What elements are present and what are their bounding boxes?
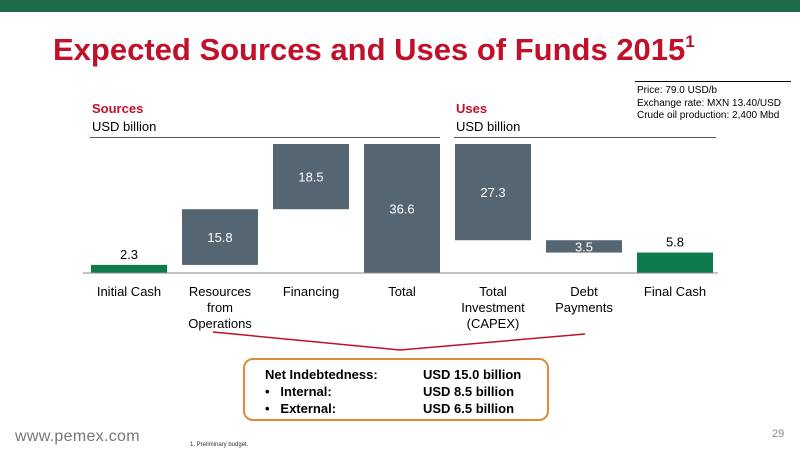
slide-title: Expected Sources and Uses of Funds 20151 [53, 31, 695, 67]
uses-unit: USD billion [456, 119, 521, 134]
top-accent-bar [0, 0, 800, 12]
sources-heading: Sources [92, 101, 144, 116]
category-label-debt-payments: Debt Payments [555, 284, 613, 315]
uses-rule [454, 137, 716, 138]
bar-value-resources-from-operations: 15.8 [207, 230, 232, 245]
assumption-price: Price: 79.0 USD/b [637, 85, 718, 96]
internal-value: USD 8.5 billion [423, 384, 515, 399]
footnote: 1. Preliminary budget. [190, 442, 249, 448]
internal-label: Internal: [280, 384, 332, 399]
bar-financing [273, 144, 349, 210]
bar-value-financing: 18.5 [298, 170, 323, 185]
category-label-total-investment-capex: Total Investment (CAPEX) [461, 284, 525, 331]
net-indebtedness-box: Net Indebtedness: USD 15.0 billion • Int… [243, 358, 549, 421]
bar-value-total-investment-capex: 27.3 [480, 185, 505, 200]
category-label-total: Total [388, 284, 416, 299]
bar-total-investment-capex [455, 144, 531, 241]
assumptions-box: Price: 79.0 USD/b Exchange rate: MXN 13.… [637, 85, 781, 123]
title-footnote-marker: 1 [685, 31, 695, 51]
bar-final-cash [637, 252, 713, 273]
category-label-resources-from-operations: Resources from Operations [188, 284, 252, 331]
brand-url: www.pemex.com [15, 428, 140, 445]
page-number: 29 [772, 428, 785, 440]
category-label-initial-cash: Initial Cash [96, 284, 162, 299]
bullet: • [265, 401, 270, 416]
bar-resources-from-operations [182, 209, 258, 265]
category-label-final-cash: Final Cash [643, 284, 707, 299]
bar-value-initial-cash: 2.3 [120, 247, 138, 262]
category-label-financing: Financing [282, 284, 340, 299]
bar-value-total: 36.6 [389, 202, 414, 217]
bar-total [364, 144, 440, 273]
uses-heading: Uses [456, 101, 488, 116]
sources-rule [90, 137, 440, 138]
bar-value-final-cash: 5.8 [666, 235, 684, 250]
assumption-exchange-rate: Exchange rate: MXN 13.40/USD [637, 97, 781, 109]
external-label: External: [280, 401, 337, 416]
net-indebtedness-label: Net Indebtedness: [265, 367, 378, 382]
bar-debt-payments [546, 240, 622, 253]
bullet: • [265, 384, 270, 399]
indebtedness-bracket [212, 331, 586, 351]
assumption-oil-production: Crude oil production: 2,400 Mbd [637, 110, 780, 121]
external-value: USD 6.5 billion [423, 401, 515, 416]
sources-unit: USD billion [92, 119, 157, 134]
bar-initial-cash [91, 264, 167, 273]
params-divider [635, 81, 791, 82]
bar-value-debt-payments: 3.5 [575, 239, 593, 254]
net-indebtedness-value: USD 15.0 billion [423, 367, 522, 382]
